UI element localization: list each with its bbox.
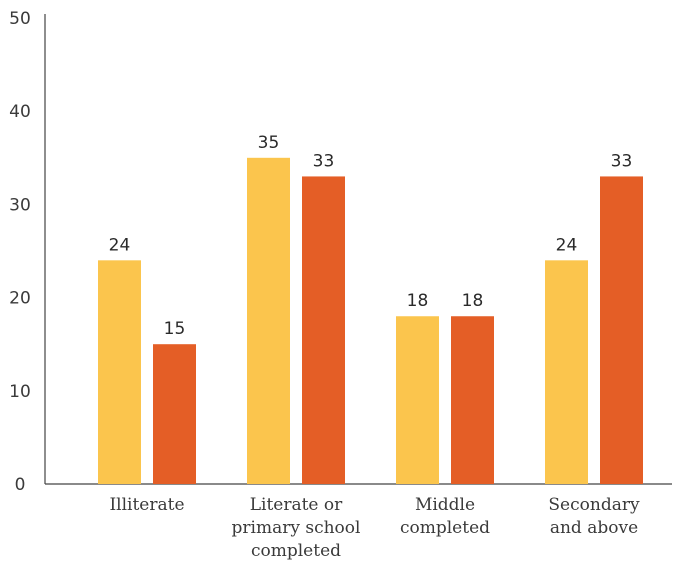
y-tick-label: 30 [9, 195, 31, 215]
bar [247, 157, 290, 485]
category-label-line: completed [251, 541, 341, 561]
data-label: 24 [109, 235, 131, 255]
category-label-line: Literate or [250, 495, 343, 515]
bar [153, 344, 196, 484]
bar [302, 176, 345, 484]
y-tick-label: 40 [9, 102, 31, 122]
data-label: 15 [164, 319, 186, 339]
y-tick-label: 10 [9, 382, 31, 402]
data-label: 24 [556, 235, 578, 255]
category-label-line: completed [400, 518, 490, 538]
bar [98, 260, 141, 484]
y-axis: 0 10 20 30 40 50 [9, 9, 46, 495]
y-tick-label: 0 [15, 475, 26, 495]
bar [451, 316, 494, 484]
category-labels: Illiterate Literate or primary school compl… [109, 495, 640, 561]
category-label-line: Illiterate [109, 495, 184, 515]
category-label-line: Secondary [548, 495, 640, 515]
data-label: 18 [407, 291, 429, 311]
data-label: 35 [258, 133, 280, 153]
category-label-line: and above [550, 518, 638, 538]
bar [396, 316, 439, 484]
category-label-line: primary school [232, 518, 361, 538]
data-labels: 24 15 35 33 18 18 24 33 [109, 133, 633, 339]
y-tick-label: 20 [9, 289, 31, 309]
y-tick-label: 50 [9, 9, 31, 29]
data-label: 33 [611, 151, 633, 171]
bars [98, 157, 643, 485]
bar [600, 176, 643, 484]
category-label: Literate or primary school completed [232, 495, 361, 561]
data-label: 33 [313, 151, 335, 171]
category-label: Middle completed [400, 495, 490, 538]
data-label: 18 [462, 291, 484, 311]
category-label: Illiterate [109, 495, 184, 515]
category-label-line: Middle [415, 495, 475, 515]
bar [545, 260, 588, 484]
category-label: Secondary and above [548, 495, 640, 538]
